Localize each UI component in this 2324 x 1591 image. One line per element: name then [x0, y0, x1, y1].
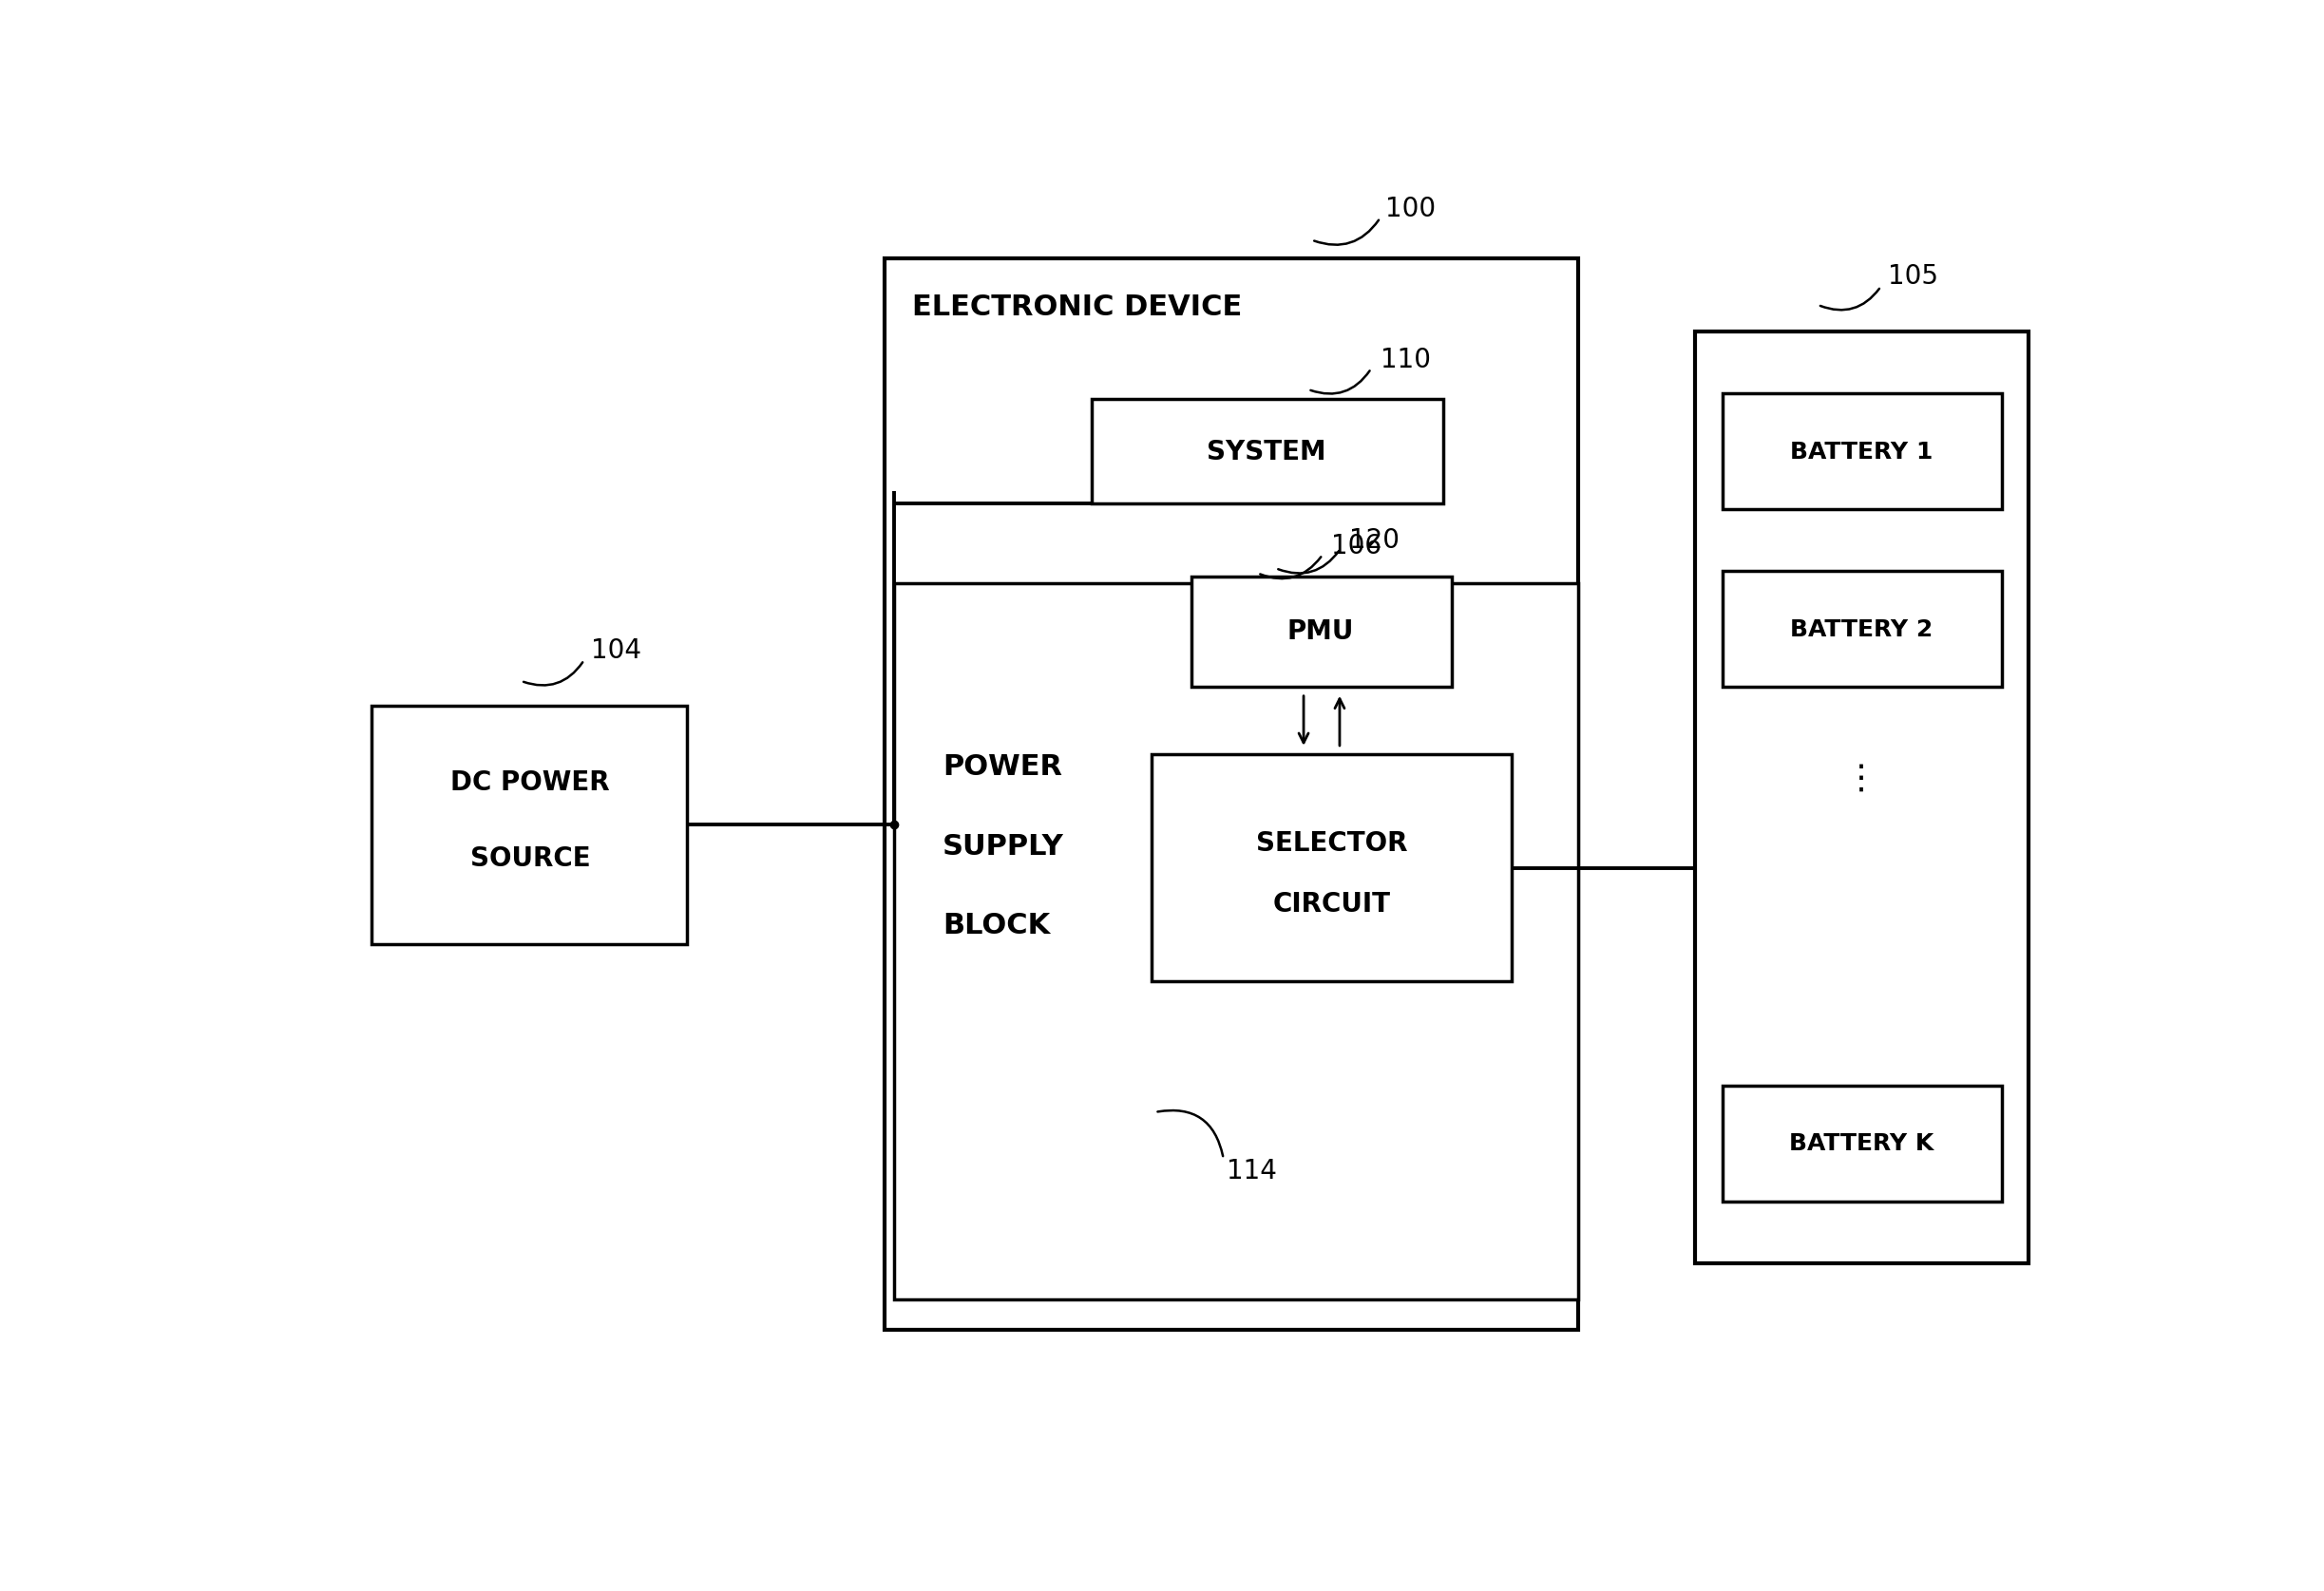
- Bar: [1092, 399, 1443, 503]
- Text: SELECTOR: SELECTOR: [1255, 831, 1408, 858]
- Bar: [895, 582, 1578, 1300]
- Text: CIRCUIT: CIRCUIT: [1274, 891, 1390, 916]
- Text: 104: 104: [590, 636, 641, 663]
- Bar: [1697, 333, 2029, 1263]
- Text: DC POWER: DC POWER: [451, 770, 609, 796]
- Bar: [1722, 393, 2001, 509]
- Text: 105: 105: [1887, 264, 1938, 290]
- Text: BATTERY 2: BATTERY 2: [1789, 617, 1934, 641]
- Text: 100: 100: [1385, 196, 1436, 223]
- Text: SYSTEM: SYSTEM: [1206, 439, 1327, 465]
- Text: 114: 114: [1227, 1158, 1278, 1184]
- Bar: [1192, 578, 1452, 687]
- Text: 106: 106: [1332, 533, 1383, 560]
- Bar: [1722, 1085, 2001, 1201]
- Text: PMU: PMU: [1287, 619, 1355, 646]
- Text: SUPPLY: SUPPLY: [944, 832, 1064, 861]
- Bar: [372, 705, 688, 945]
- Text: 120: 120: [1350, 527, 1399, 554]
- Text: 110: 110: [1380, 347, 1432, 374]
- Text: ⋮: ⋮: [1843, 762, 1878, 796]
- Bar: [885, 258, 1578, 1330]
- Text: BLOCK: BLOCK: [944, 912, 1050, 940]
- Text: ELECTRONIC DEVICE: ELECTRONIC DEVICE: [911, 293, 1241, 321]
- Bar: [1722, 571, 2001, 687]
- Bar: [1150, 754, 1511, 982]
- Text: BATTERY K: BATTERY K: [1789, 1133, 1934, 1155]
- Text: POWER: POWER: [944, 753, 1062, 781]
- Text: SOURCE: SOURCE: [469, 845, 590, 872]
- Text: BATTERY 1: BATTERY 1: [1789, 441, 1934, 463]
